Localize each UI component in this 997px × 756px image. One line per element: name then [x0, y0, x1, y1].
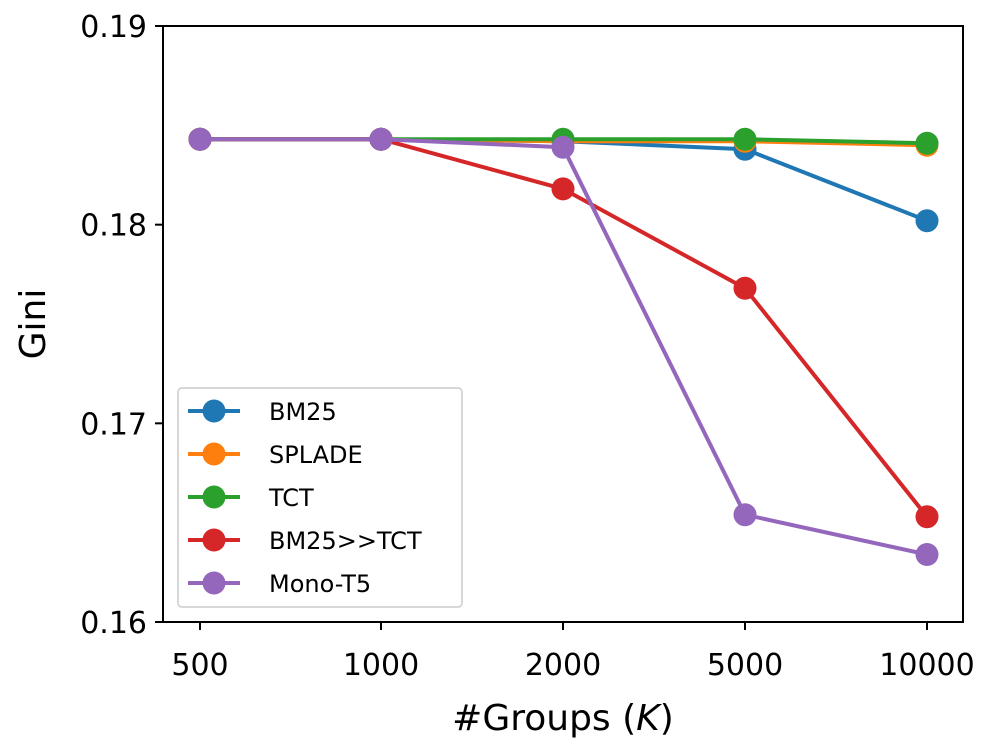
data-point-tct — [733, 127, 757, 151]
legend: BM25 SPLADE TCT BM25>>TCT Mono-T5 — [177, 387, 463, 608]
x-tick-label: 10000 — [879, 648, 974, 683]
data-point-mono-t5 — [551, 135, 575, 159]
x-tick-label: 1000 — [343, 648, 419, 683]
legend-label: TCT — [268, 484, 314, 512]
legend-swatch-marker — [202, 399, 226, 423]
x-axis-label-variable: K — [636, 698, 662, 739]
series-mono-t5 — [188, 127, 939, 566]
data-point-mono-t5 — [915, 543, 939, 566]
legend-label: BM25>>TCT — [269, 527, 422, 555]
legend-swatch-marker — [202, 571, 226, 595]
legend-label: SPLADE — [269, 441, 363, 469]
data-point-bm25 — [915, 209, 939, 233]
legend-swatch-marker — [202, 442, 226, 466]
y-tick-label: 0.17 — [80, 407, 147, 442]
legend-item-splade: SPLADE — [188, 441, 363, 469]
legend-swatch-marker — [202, 485, 226, 509]
x-axis-label: #Groups (K) — [452, 698, 674, 739]
data-point-mono-t5 — [733, 503, 757, 527]
x-axis-label-suffix: ) — [660, 698, 674, 739]
legend-frame — [177, 387, 463, 608]
legend-item-bm25: BM25 — [188, 398, 337, 426]
data-point-mono-t5 — [369, 127, 393, 151]
legend-item-bm25-tct: BM25>>TCT — [188, 527, 422, 555]
y-tick-label: 0.19 — [80, 10, 147, 45]
x-tick-label: 5000 — [707, 648, 783, 683]
x-axis-label-prefix: #Groups ( — [452, 698, 636, 739]
legend-swatch-marker — [202, 528, 226, 552]
data-point-bm25-tct — [551, 177, 575, 201]
y-tick-label: 0.16 — [80, 606, 147, 641]
legend-item-tct: TCT — [188, 484, 314, 512]
legend-label: Mono-T5 — [269, 570, 371, 598]
x-tick-label: 500 — [171, 648, 228, 683]
data-point-bm25-tct — [915, 505, 939, 529]
data-point-mono-t5 — [188, 127, 212, 151]
y-axis-label: Gini — [13, 289, 54, 360]
legend-label: BM25 — [269, 398, 337, 426]
x-tick-label: 2000 — [525, 648, 601, 683]
legend-item-mono-t5: Mono-T5 — [188, 570, 371, 598]
data-point-tct — [915, 131, 939, 155]
y-axis: 0.16 0.17 0.18 0.19 — [80, 10, 163, 641]
series-layer — [188, 127, 939, 566]
data-point-bm25-tct — [733, 276, 757, 300]
x-axis: 500 1000 2000 5000 10000 — [171, 622, 975, 683]
y-tick-label: 0.18 — [80, 209, 147, 244]
